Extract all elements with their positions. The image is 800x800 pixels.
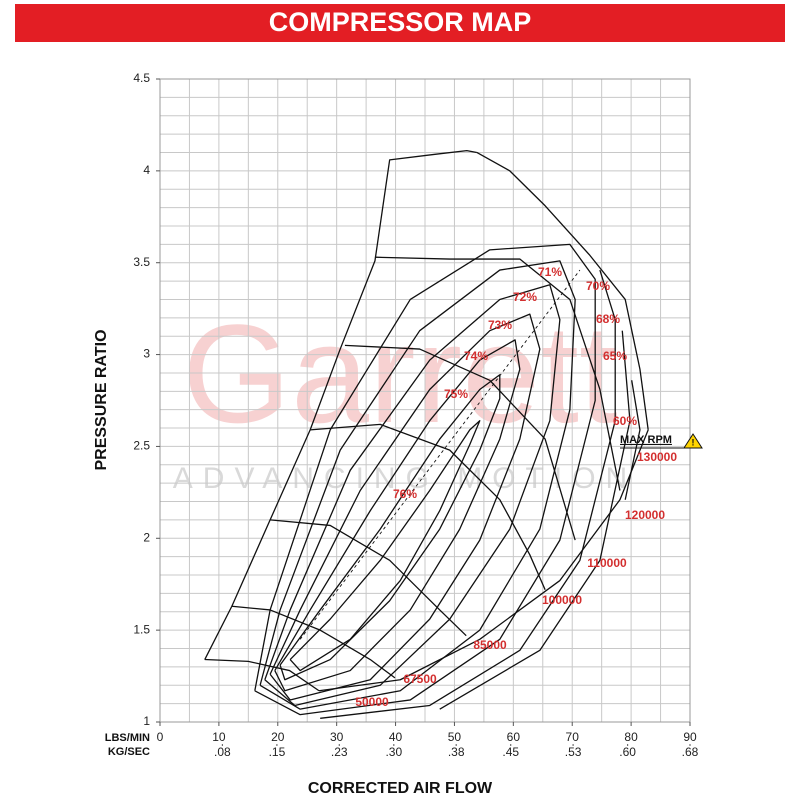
map-curve [269,313,541,701]
max-rpm-label: MAX RPM [620,434,672,446]
map-curve [624,380,641,500]
curve-label: 68% [596,312,620,326]
map-curve [289,420,481,672]
plot-frame [159,78,691,723]
x-unit-label: LBS/MIN [105,732,150,744]
x2-tick-label: .53 [565,745,582,759]
map-curve [254,243,596,716]
x2-tick-label: .30 [385,745,402,759]
y-tick-label: 3 [143,347,150,361]
curve-label: 100000 [542,593,582,607]
x-tick-label: 70 [566,730,580,744]
curve-label: 70% [586,279,610,293]
map-curve [274,339,521,692]
x2-tick-label: .45 [502,745,519,759]
map-curve [204,658,320,692]
chart-title: COMPRESSOR MAP [269,7,532,37]
curve-label: 75% [444,387,468,401]
map-curve [320,269,616,719]
curve-label: 50000 [355,695,389,709]
curve-label: 130000 [637,450,677,464]
warning-icon-mark: ! [692,437,695,447]
x-tick-label: 80 [624,730,638,744]
y-tick-label: 2 [143,530,150,544]
watermark-logo: Garrett [182,295,618,452]
x2-tick-label: .68 [682,745,699,759]
map-curve [318,429,649,692]
map-curve [270,519,467,637]
x-tick-label: 50 [448,730,462,744]
map-curve [374,256,621,491]
x-tick-label: 30 [330,730,344,744]
curve-label: 74% [464,349,488,363]
map-curve [259,260,576,710]
title-banner [15,4,785,42]
curve-label: 76% [393,487,417,501]
curve-label: 73% [488,318,512,332]
curve-label: 65% [603,349,627,363]
x-tick-label: 60 [507,730,521,744]
y-tick-label: 1.5 [133,622,150,636]
x-tick-label: 0 [157,730,164,744]
curves [204,149,649,719]
y-tick-label: 2.5 [133,439,150,453]
map-curve [264,284,561,707]
center-line [299,269,581,640]
curve-label: 60% [613,414,637,428]
x-axis-label: CORRECTED AIR FLOW [308,780,493,797]
x2-tick-label: .15 [269,745,286,759]
map-curve [204,149,477,660]
x-tick-label: 40 [389,730,403,744]
y-tick-label: 4 [143,163,150,177]
curve-label: 85000 [473,638,507,652]
curve-label: 120000 [625,508,665,522]
map-curve [344,344,576,541]
y-tick-label: 4.5 [133,71,150,85]
x2-tick-label: .23 [331,745,348,759]
watermark: Garrett ADVANCING MOTION [173,295,627,495]
map-curve [279,374,501,681]
map-curve [439,330,631,710]
curve-label: 110000 [587,556,627,570]
x-tick-label: 90 [683,730,697,744]
x2-unit-label: KG/SEC [108,746,150,758]
curve-label: 71% [538,265,562,279]
y-axis-label: PRESSURE RATIO [93,329,110,470]
y-tick-label: 1 [143,714,150,728]
x-tick-label: 10 [212,730,226,744]
x-tick-label: 20 [271,730,285,744]
map-curve [476,151,649,430]
y-tick-label: 3.5 [133,255,150,269]
x2-tick-label: .38 [448,745,465,759]
map-curve [310,423,546,590]
curve-label: 67500 [403,672,437,686]
x2-tick-label: .60 [619,745,636,759]
labels: 50000 67500 85000 100000 110000 120000 130000 7… [355,265,677,709]
curve-label: 72% [513,290,537,304]
x2-tick-label: .08 [214,745,231,759]
